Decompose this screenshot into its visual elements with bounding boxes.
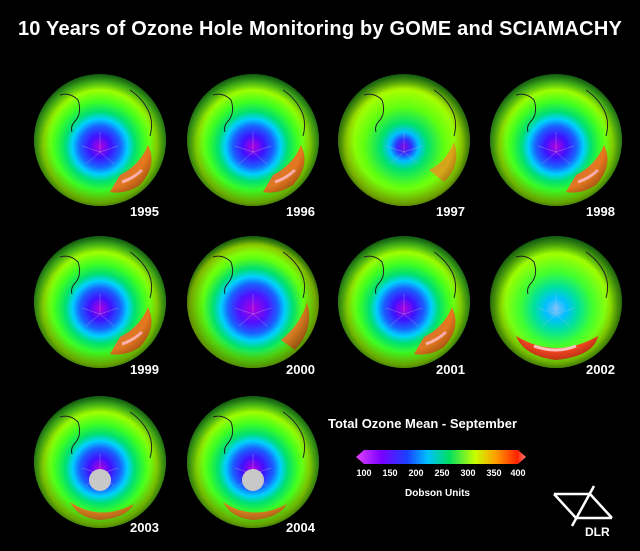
scale-tick: 250 xyxy=(434,468,450,478)
year-label-2002: 2002 xyxy=(586,362,615,377)
ozone-globe-2001 xyxy=(334,232,474,372)
year-label-2001: 2001 xyxy=(436,362,465,377)
ozone-map xyxy=(334,70,474,210)
ozone-map xyxy=(183,70,323,210)
ozone-globe-2004 xyxy=(183,392,323,532)
ozone-map xyxy=(30,232,170,372)
ozone-globe-1997 xyxy=(334,70,474,210)
scale-tick: 150 xyxy=(382,468,398,478)
ozone-globe-2003 xyxy=(30,392,170,532)
year-label-2003: 2003 xyxy=(130,520,159,535)
page-title: 10 Years of Ozone Hole Monitoring by GOM… xyxy=(17,18,623,40)
ozone-globe-1998 xyxy=(486,70,626,210)
ozone-map xyxy=(334,232,474,372)
ozone-globe-1996 xyxy=(183,70,323,210)
legend-title: Total Ozone Mean - September xyxy=(328,416,518,431)
units-label: Dobson Units xyxy=(405,488,470,499)
year-label-2004: 2004 xyxy=(286,520,315,535)
year-label-1996: 1996 xyxy=(286,204,315,219)
dlr-logo-text: DLR xyxy=(585,525,610,539)
scale-tick: 200 xyxy=(408,468,424,478)
scale-tick: 300 xyxy=(460,468,476,478)
ozone-globe-2000 xyxy=(183,232,323,372)
ozone-map xyxy=(486,232,626,372)
ozone-globe-1999 xyxy=(30,232,170,372)
ozone-map xyxy=(183,392,323,532)
scale-tick: 100 xyxy=(356,468,372,478)
ozone-map xyxy=(30,70,170,210)
year-label-1995: 1995 xyxy=(130,204,159,219)
color-scale-bar xyxy=(356,450,526,464)
year-label-1997: 1997 xyxy=(436,204,465,219)
dlr-logo-icon xyxy=(553,485,613,527)
scale-tick: 400 xyxy=(510,468,526,478)
year-label-1999: 1999 xyxy=(130,362,159,377)
ozone-globe-2002 xyxy=(486,232,626,372)
year-label-1998: 1998 xyxy=(586,204,615,219)
ozone-map xyxy=(486,70,626,210)
ozone-map xyxy=(183,232,323,372)
year-label-2000: 2000 xyxy=(286,362,315,377)
ozone-map xyxy=(30,392,170,532)
scale-tick: 350 xyxy=(486,468,502,478)
ozone-globe-1995 xyxy=(30,70,170,210)
